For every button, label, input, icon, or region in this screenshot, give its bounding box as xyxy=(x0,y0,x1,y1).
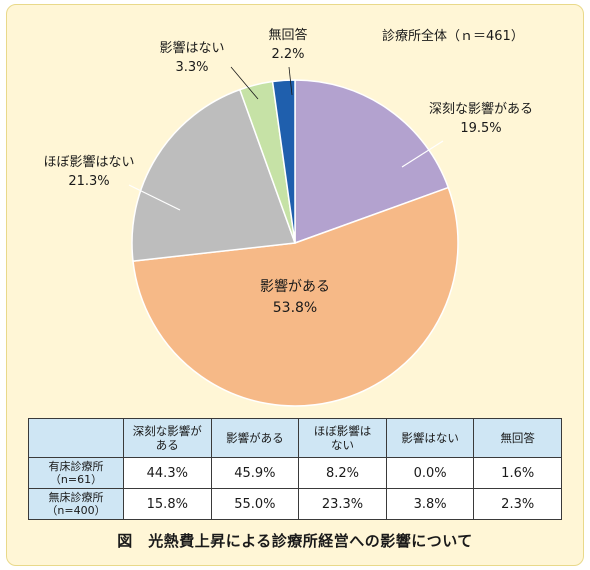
table-cell: 8.2% xyxy=(298,457,387,489)
chart-title: 診療所全体（ｎ＝461） xyxy=(382,28,524,44)
row-header-inpatient: 有床診療所 （n=61） xyxy=(28,457,124,489)
leader-line-mostly-none xyxy=(128,184,181,211)
col-header-affected: 影響がある xyxy=(210,418,300,458)
slice-value-noanswer: 2.2% xyxy=(271,47,304,62)
col-header-deep: 深刻な影響が ある xyxy=(123,418,212,458)
slice-label-none: 影響はない xyxy=(159,40,224,56)
slice-value-none: 3.3% xyxy=(175,60,208,75)
leader-line-none xyxy=(230,66,259,100)
table-cell: 2.3% xyxy=(473,488,562,520)
pie-slice-noanswer xyxy=(271,79,296,244)
table-cell: 55.0% xyxy=(210,488,300,520)
pie-slice-mostly-none xyxy=(131,88,297,262)
table-row: 無床診療所 （n=400） 15.8% 55.0% 23.3% 3.8% 2.3% xyxy=(28,488,562,520)
slice-label-affected: 影響がある xyxy=(260,278,330,295)
table-cell: 3.8% xyxy=(385,488,475,520)
row-header-outpatient: 無床診療所 （n=400） xyxy=(28,488,124,520)
slice-value-mostly-none: 21.3% xyxy=(68,174,109,189)
slice-label-deep: 深刻な影響がある xyxy=(429,101,533,117)
figure-caption: 図 光熱費上昇による診療所経営への影響について xyxy=(117,532,473,550)
col-header-noanswer: 無回答 xyxy=(473,418,562,458)
table-cell: 1.6% xyxy=(473,457,562,489)
col-header-mostly-none: ほぼ影響は ない xyxy=(298,418,387,458)
pie-slice-deep xyxy=(294,79,450,245)
breakdown-table: 深刻な影響が ある 影響がある ほぼ影響は ない 影響はない 無回答 有床診療所 （n… xyxy=(28,418,562,520)
table-header-row: 深刻な影響が ある 影響がある ほぼ影響は ない 影響はない 無回答 xyxy=(28,418,562,458)
leader-line-noanswer xyxy=(288,66,293,96)
col-header-none: 影響はない xyxy=(385,418,475,458)
pie-chart: 診療所全体（ｎ＝461） 深刻な影響がある 19.5% 影響がある 53.8% … xyxy=(43,27,533,407)
slice-label-mostly-none: ほぼ影響はない xyxy=(43,154,134,170)
slice-value-affected: 53.8% xyxy=(273,300,317,316)
slice-label-noanswer: 無回答 xyxy=(268,27,307,43)
table-cell: 23.3% xyxy=(298,488,387,520)
leader-line-deep xyxy=(401,140,444,168)
figure-panel: 診療所全体（ｎ＝461） 深刻な影響がある 19.5% 影響がある 53.8% … xyxy=(6,4,584,566)
table-cell: 45.9% xyxy=(210,457,300,489)
table-cell: 44.3% xyxy=(123,457,212,489)
table-row: 有床診療所 （n=61） 44.3% 45.9% 8.2% 0.0% 1.6% xyxy=(28,457,562,489)
table-cell: 15.8% xyxy=(123,488,212,520)
table-cell: 0.0% xyxy=(385,457,475,489)
slice-value-deep: 19.5% xyxy=(460,121,501,136)
table-corner-cell xyxy=(28,418,124,458)
pie-slice-affected xyxy=(132,186,459,407)
